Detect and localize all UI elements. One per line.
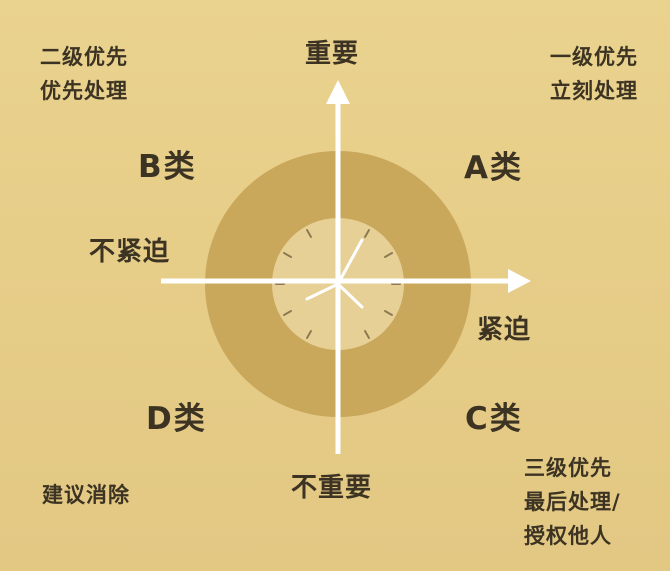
- axis-label-not-important: 不重要: [291, 473, 373, 503]
- clock-hands: [305, 238, 364, 309]
- quadrant-b-note-line-1: 二级优先: [40, 45, 128, 69]
- axis-label-urgent: 紧迫: [477, 315, 532, 345]
- quadrant-a-note-line-1: 一级优先: [550, 45, 638, 69]
- axis-label-not-urgent: 不紧迫: [89, 237, 171, 267]
- quadrant-a-label: A类: [464, 150, 523, 186]
- quadrant-d-note-line-1: 建议消除: [42, 483, 130, 507]
- horizontal-axis-arrowhead: [508, 269, 531, 293]
- quadrant-b-note-line-2: 优先处理: [40, 79, 128, 103]
- quadrant-b-note: 二级优先 优先处理: [40, 40, 128, 108]
- axis-label-important: 重要: [305, 39, 360, 69]
- quadrant-c-label: C类: [465, 401, 523, 437]
- quadrant-c-note-line-3: 授权他人: [524, 524, 612, 548]
- quadrant-d-note: 建议消除: [42, 478, 130, 512]
- quadrant-a-note: 一级优先 立刻处理: [550, 40, 638, 108]
- quadrant-d-label: D类: [146, 401, 207, 437]
- quadrant-a-note-line-2: 立刻处理: [550, 79, 638, 103]
- quadrant-c-note-line-2: 最后处理/: [524, 490, 621, 514]
- quadrant-c-note-line-1: 三级优先: [524, 456, 612, 480]
- quadrant-b-label: B类: [138, 149, 197, 185]
- vertical-axis-arrowhead: [326, 80, 350, 104]
- quadrant-c-note: 三级优先 最后处理/ 授权他人: [524, 451, 621, 553]
